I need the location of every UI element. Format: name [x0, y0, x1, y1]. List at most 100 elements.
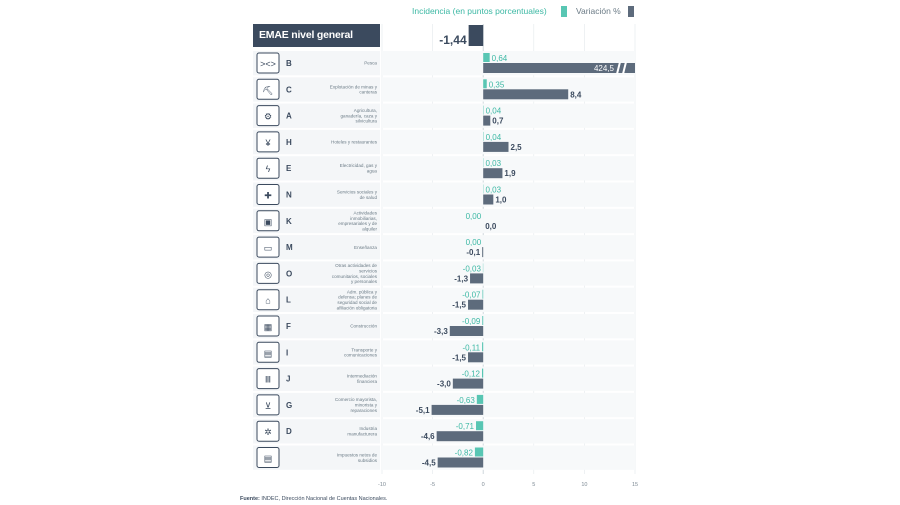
row-M: ▭ M Enseñanza 0,00-0,1 [253, 235, 635, 260]
row-plot-bg [382, 182, 635, 207]
incidence-bar [482, 316, 484, 325]
incidence-label: 0,03 [486, 159, 502, 168]
variation-bar [468, 299, 484, 310]
sector-name-line: manufacturera [347, 432, 377, 437]
variation-label: -0,1 [466, 248, 480, 257]
variation-label: -3,3 [434, 327, 448, 336]
row-plot-bg [382, 156, 635, 181]
variation-bar [483, 168, 503, 179]
icon-box [256, 236, 280, 258]
sector-name-line: seguridad social de [337, 300, 377, 305]
sector-name-line: inmobiliarias, [350, 216, 377, 221]
incidence-label: 0,64 [492, 54, 508, 63]
variation-bar [482, 247, 484, 258]
bus-icon: ▤ [264, 348, 273, 358]
incidence-bar [476, 421, 484, 431]
sector-code: A [286, 112, 292, 121]
incidence-label: 0,04 [486, 133, 502, 142]
sector-name-line: Hoteles y restaurantes [331, 140, 378, 145]
variation-bar [483, 141, 509, 152]
cutlery-icon: ¥ [264, 138, 271, 148]
row-G: ⊻ G Comercio mayorista,minorista yreparaci… [253, 392, 635, 418]
variation-bar [436, 431, 484, 442]
sector-code: L [286, 296, 291, 305]
row-plot-bg [382, 340, 635, 365]
sector-name-line: defensa; planes de [338, 295, 377, 300]
sector-name-line: financiera [357, 379, 377, 384]
incidence-label: -0,71 [456, 422, 475, 431]
sector-name-line: silvicultura [356, 119, 378, 124]
incidence-label: 0,00 [466, 238, 482, 247]
legend-incidence-label: Incidencia (en puntos porcentuales) [412, 6, 547, 16]
legend: Incidencia (en puntos porcentuales) Vari… [412, 5, 642, 19]
variation-label: 1,9 [504, 169, 516, 178]
variation-bar [452, 378, 484, 389]
variation-label: -3,0 [437, 380, 451, 389]
incidence-bar [483, 79, 487, 89]
community-icon: ◎ [264, 269, 272, 279]
icon-box [256, 289, 280, 311]
row-K: ▣ K Actividadesinmobiliarias,empresariales… [253, 208, 635, 234]
row-plot-bg [382, 287, 635, 312]
sector-name-line: comunicaciones [344, 353, 378, 358]
row-plot-bg [382, 419, 635, 444]
axis-break-mark [616, 61, 621, 75]
sector-name-line: Explotación de minas y [330, 84, 378, 89]
icon-box [256, 184, 280, 205]
incidence-bar [482, 342, 484, 352]
sector-name-line: Industria [359, 426, 377, 431]
variation-bar [483, 89, 569, 100]
x-tick-label: -5 [430, 482, 435, 488]
sector-code: O [286, 269, 292, 278]
cart-icon: ⊻ [265, 401, 272, 411]
variation-bar [483, 63, 635, 73]
sector-name-line: alquiler [362, 227, 377, 232]
bank-icon: Ⅲ [265, 375, 271, 385]
fish-icon: ><> [260, 59, 276, 69]
row-F: ▦ F Construcción -0,09 -3,3 [253, 314, 635, 339]
row-B: ><> B Pesca 0,64 424,5 [253, 51, 635, 76]
sector-name-line: comunitarios, sociales [332, 274, 378, 279]
incidence-bar [483, 53, 490, 62]
sector-code: N [286, 191, 292, 200]
incidence-bar [481, 368, 484, 378]
row-plot-bg [382, 314, 635, 339]
sector-name-line: Electricidad, gas y [340, 163, 378, 168]
legend-variation-swatch [628, 6, 634, 17]
incidence-bar [482, 289, 484, 299]
icon-box [256, 210, 280, 232]
incidence-label: -0,12 [462, 370, 481, 379]
icon-box [256, 78, 280, 100]
variation-bar [483, 115, 491, 126]
sector-code: I [286, 348, 288, 357]
x-tick-label: 0 [482, 482, 485, 488]
incidence-bar [474, 447, 484, 457]
variation-label: -1,5 [452, 301, 466, 310]
sector-name-line: Pesca [364, 61, 377, 66]
variation-label: -4,5 [422, 459, 436, 468]
icon-box [256, 394, 280, 416]
legend-variation-label: Variación % [576, 6, 621, 16]
sector-code: H [286, 138, 292, 147]
sector-name-line: Enseñanza [354, 245, 377, 250]
axis-break-mark [622, 61, 627, 75]
tax-document-icon: ▤ [264, 454, 273, 464]
mining-icon: ⛏ [262, 85, 273, 95]
incidence-label: -0,63 [457, 396, 476, 405]
sector-name-line: minorista y [355, 403, 378, 408]
gears-icon: ✲ [264, 427, 272, 437]
sector-code: F [286, 322, 291, 331]
variation-label: -4,6 [421, 432, 435, 441]
icon-box [256, 131, 280, 153]
variation-label: -1,3 [454, 274, 468, 283]
board-icon: ▭ [264, 243, 273, 253]
sector-name-line: Intermediación [347, 374, 378, 379]
x-tick-label: 15 [632, 482, 638, 488]
sector-name-line: Agricultura, [354, 108, 377, 113]
sector-name-line: empresariales y de [338, 221, 377, 226]
variation-label: -5,1 [416, 406, 430, 415]
icon-box [256, 157, 280, 179]
